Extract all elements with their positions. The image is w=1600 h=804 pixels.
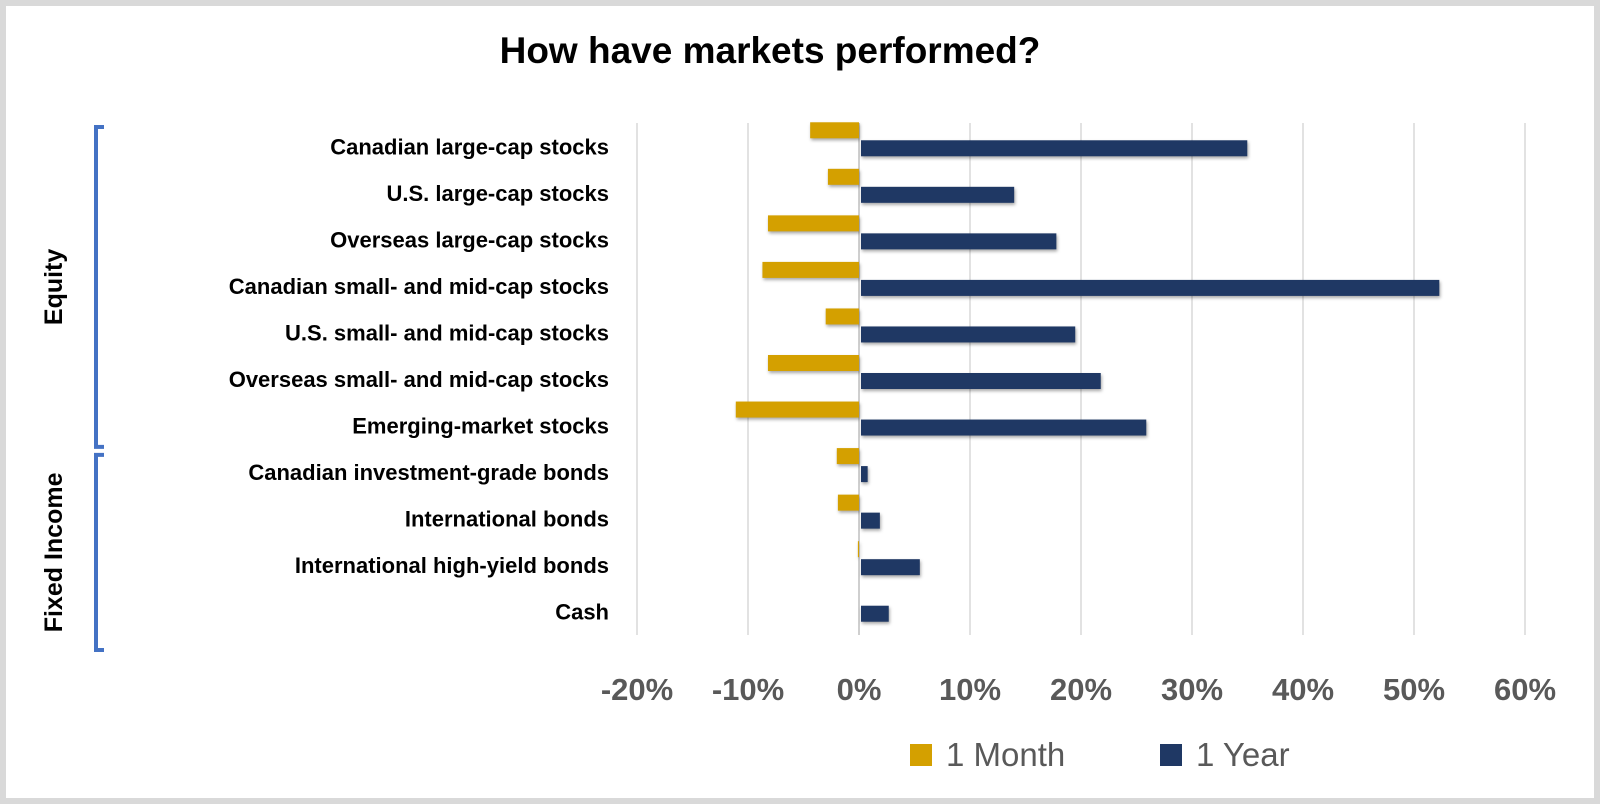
group-bracket — [94, 125, 104, 449]
legend-label: 1 Year — [1196, 736, 1290, 773]
bar-1-month — [767, 355, 859, 371]
bar-1-month — [825, 308, 859, 325]
category-label: International bonds — [405, 507, 609, 532]
x-tick-label: 30% — [1161, 672, 1223, 707]
category-label: Overseas large-cap stocks — [330, 227, 609, 252]
bar-1-year — [861, 512, 880, 529]
x-tick-label: 20% — [1050, 672, 1112, 707]
legend-swatch — [1160, 744, 1182, 766]
x-tick-label: 60% — [1494, 672, 1556, 707]
category-label: U.S. small- and mid-cap stocks — [285, 320, 609, 345]
category-label: Canadian small- and mid-cap stocks — [229, 274, 609, 299]
category-label: International high-yield bonds — [295, 553, 609, 578]
bar-1-year — [861, 326, 1076, 343]
bar-1-month — [735, 401, 859, 418]
bar-1-year — [861, 605, 889, 622]
legend-swatch — [910, 744, 932, 766]
group-bracket — [94, 452, 104, 652]
bar-1-year — [861, 373, 1101, 389]
category-label: Canadian large-cap stocks — [330, 134, 609, 159]
x-tick-label: 50% — [1383, 672, 1445, 707]
x-tick-label: 10% — [939, 672, 1001, 707]
bar-1-month — [767, 215, 859, 232]
bar-1-month — [857, 541, 859, 558]
bar-1-month — [827, 168, 859, 185]
category-label: Emerging-market stocks — [352, 414, 609, 439]
x-tick-label: -10% — [712, 672, 784, 707]
category-label: Canadian investment-grade bonds — [248, 460, 609, 485]
bar-1-year — [861, 186, 1015, 203]
chart-title: How have markets performed? — [500, 30, 1041, 71]
x-tick-label: 0% — [837, 672, 882, 707]
group-label: Equity — [40, 249, 68, 325]
bar-1-month — [810, 122, 859, 139]
bar-1-year — [861, 559, 920, 576]
category-label: Overseas small- and mid-cap stocks — [229, 367, 609, 392]
group-label: Fixed Income — [40, 472, 68, 632]
category-label: Cash — [555, 600, 609, 625]
bar-1-year — [861, 140, 1248, 157]
category-label: U.S. large-cap stocks — [386, 181, 609, 206]
bar-1-month — [836, 448, 859, 465]
bar-1-year — [861, 419, 1147, 436]
x-tick-label: -20% — [601, 672, 673, 707]
legend-label: 1 Month — [946, 736, 1065, 773]
bar-1-month — [837, 494, 859, 511]
bar-1-year — [861, 279, 1440, 296]
bar-1-month — [762, 261, 859, 278]
bar-1-year — [861, 466, 868, 483]
bar-1-year — [861, 233, 1057, 250]
x-tick-label: 40% — [1272, 672, 1334, 707]
